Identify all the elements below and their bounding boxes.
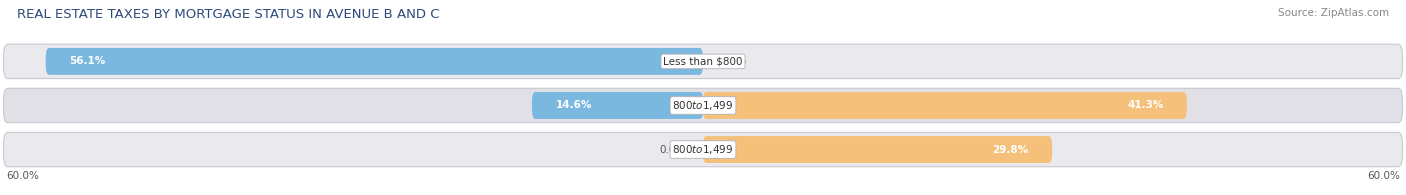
FancyBboxPatch shape — [531, 92, 703, 119]
FancyBboxPatch shape — [45, 48, 703, 75]
Text: 60.0%: 60.0% — [6, 171, 39, 181]
Text: 41.3%: 41.3% — [1128, 100, 1164, 110]
Text: 60.0%: 60.0% — [1367, 171, 1400, 181]
Text: 0.0%: 0.0% — [659, 144, 686, 154]
Text: 14.6%: 14.6% — [555, 100, 592, 110]
FancyBboxPatch shape — [3, 132, 1403, 167]
FancyBboxPatch shape — [703, 92, 1187, 119]
Text: $800 to $1,499: $800 to $1,499 — [672, 99, 734, 112]
Text: $800 to $1,499: $800 to $1,499 — [672, 143, 734, 156]
FancyBboxPatch shape — [703, 136, 1052, 163]
Text: Less than $800: Less than $800 — [664, 56, 742, 66]
Text: REAL ESTATE TAXES BY MORTGAGE STATUS IN AVENUE B AND C: REAL ESTATE TAXES BY MORTGAGE STATUS IN … — [17, 8, 439, 21]
FancyBboxPatch shape — [3, 44, 1403, 79]
FancyBboxPatch shape — [3, 88, 1403, 123]
Text: 29.8%: 29.8% — [993, 144, 1029, 154]
Text: Source: ZipAtlas.com: Source: ZipAtlas.com — [1278, 8, 1389, 18]
Text: 56.1%: 56.1% — [69, 56, 105, 66]
Text: 0.0%: 0.0% — [721, 56, 747, 66]
